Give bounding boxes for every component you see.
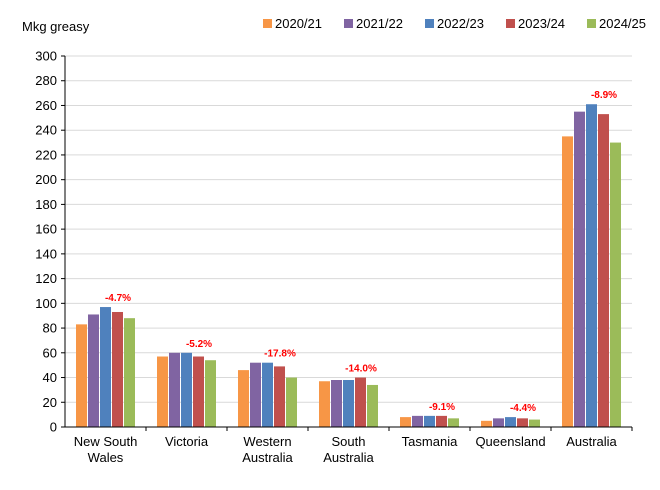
y-tick-label: 280 xyxy=(35,73,57,88)
change-annotation: -14.0% xyxy=(345,364,377,375)
y-tick-label: 20 xyxy=(43,395,57,410)
bar xyxy=(181,352,192,427)
legend-item: 2023/24 xyxy=(506,16,565,31)
y-tick-label: 200 xyxy=(35,172,57,187)
change-annotation: -4.7% xyxy=(105,293,131,304)
bar xyxy=(400,417,411,427)
y-tick-label: 140 xyxy=(35,246,57,261)
bar xyxy=(262,362,273,427)
bar xyxy=(76,324,87,427)
y-tick-label: 180 xyxy=(35,197,57,212)
y-tick-label: 260 xyxy=(35,98,57,113)
bar xyxy=(448,418,459,427)
legend-label: 2021/22 xyxy=(356,16,403,31)
y-tick-label: 220 xyxy=(35,147,57,162)
bar xyxy=(481,420,492,427)
change-annotation: -17.8% xyxy=(264,349,296,360)
legend-swatch xyxy=(425,19,434,28)
bar xyxy=(112,311,123,427)
bar xyxy=(367,384,378,427)
bar xyxy=(250,362,261,427)
legend-item: 2021/22 xyxy=(344,16,403,31)
legend-swatch xyxy=(263,19,272,28)
bar xyxy=(319,381,330,427)
gridlines xyxy=(65,55,632,403)
y-tick-label: 160 xyxy=(35,222,57,237)
change-annotation: -9.1% xyxy=(429,402,455,413)
y-tick-label: 80 xyxy=(43,321,57,336)
category-label: Victoria xyxy=(165,434,209,449)
legend-item: 2024/25 xyxy=(587,16,646,31)
y-tick-label: 100 xyxy=(35,296,57,311)
bar xyxy=(493,418,504,427)
bar xyxy=(598,114,609,427)
legend-swatch xyxy=(587,19,596,28)
bar xyxy=(331,380,342,427)
category-label: Queensland xyxy=(475,434,545,449)
bar xyxy=(517,418,528,427)
bar xyxy=(124,318,135,427)
legend-label: 2022/23 xyxy=(437,16,484,31)
category-label: New South Wales xyxy=(74,434,138,465)
bar xyxy=(412,415,423,427)
bar xyxy=(505,417,516,427)
y-tick-label: 240 xyxy=(35,123,57,138)
legend-item: 2020/21 xyxy=(263,16,322,31)
bar xyxy=(610,142,621,428)
category-label: Australia xyxy=(566,434,617,449)
change-annotation: -8.9% xyxy=(591,90,617,101)
legend-item: 2022/23 xyxy=(425,16,484,31)
bar xyxy=(436,415,447,427)
y-tick-label: 120 xyxy=(35,271,57,286)
bar xyxy=(157,356,168,427)
bar xyxy=(238,370,249,427)
bar xyxy=(562,136,573,427)
bar xyxy=(424,415,435,427)
y-tick-label: 0 xyxy=(50,420,57,435)
legend: 2020/21 2021/22 2022/23 2023/24 2024/25 xyxy=(263,16,646,31)
legend-swatch xyxy=(506,19,515,28)
y-axis-label: Mkg greasy xyxy=(22,19,90,34)
bar xyxy=(169,352,180,427)
bar xyxy=(574,111,585,428)
bar xyxy=(205,360,216,427)
bar xyxy=(529,419,540,427)
bar xyxy=(586,104,597,427)
category-label: Tasmania xyxy=(402,434,458,449)
bar xyxy=(355,377,366,427)
change-annotation: -5.2% xyxy=(186,339,212,350)
bar xyxy=(343,380,354,427)
bar xyxy=(100,307,111,427)
category-label: Western Australia xyxy=(242,434,293,465)
bar xyxy=(88,314,99,427)
bars xyxy=(76,104,621,428)
category-label: South Australia xyxy=(323,434,374,465)
axes: 0 20 40 60 80 100 120 140 160 180 200 220 240 260 280 3… xyxy=(35,49,633,465)
bar xyxy=(286,377,297,427)
legend-label: 2023/24 xyxy=(518,16,565,31)
y-tick-label: 300 xyxy=(35,49,57,64)
change-annotation: -4.4% xyxy=(510,403,536,414)
legend-label: 2020/21 xyxy=(275,16,322,31)
y-tick-label: 60 xyxy=(43,345,57,360)
y-tick-label: 40 xyxy=(43,370,57,385)
bar xyxy=(274,366,285,427)
legend-label: 2024/25 xyxy=(599,16,646,31)
annotations: -4.7% -5.2% -17.8% -14.0% -9.1% -4.4% -8.9% xyxy=(105,90,617,414)
bar xyxy=(193,356,204,427)
legend-swatch xyxy=(344,19,353,28)
